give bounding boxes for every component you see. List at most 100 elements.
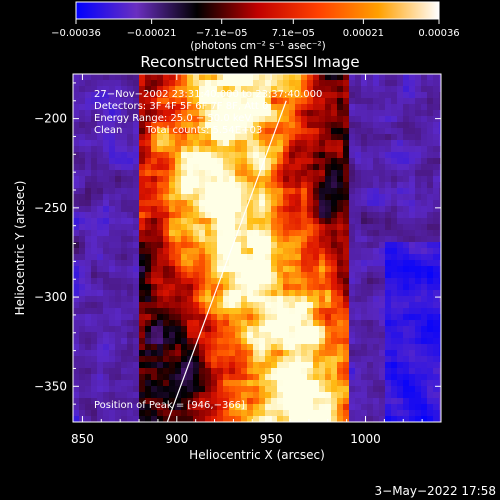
heatmap-cell (223, 242, 230, 249)
heatmap-cell (157, 260, 164, 267)
heatmap-cell (349, 332, 356, 339)
heatmap-cell (343, 164, 350, 171)
heatmap-cell (439, 374, 441, 381)
heatmap-cell (421, 242, 428, 249)
heatmap-cell (427, 170, 434, 177)
heatmap-cell (217, 230, 224, 237)
heatmap-cell (85, 326, 92, 333)
heatmap-cell (169, 98, 176, 105)
heatmap-cell (385, 248, 392, 255)
heatmap-cell (199, 188, 206, 195)
heatmap-cell (241, 410, 248, 417)
heatmap-cell (133, 218, 140, 225)
heatmap-cell (163, 152, 170, 159)
heatmap-cell (385, 326, 392, 333)
heatmap-cell (199, 410, 206, 417)
heatmap-cell (343, 116, 350, 123)
heatmap-cell (121, 236, 128, 243)
heatmap-cell (343, 374, 350, 381)
heatmap-cell (187, 128, 194, 135)
heatmap-cell (109, 122, 116, 129)
heatmap-cell (319, 158, 326, 165)
heatmap-cell (139, 272, 146, 279)
heatmap-cell (103, 122, 110, 129)
heatmap-cell (115, 368, 122, 375)
heatmap-cell (373, 332, 380, 339)
heatmap-cell (343, 128, 350, 135)
heatmap-cell (169, 116, 176, 123)
heatmap-cell (253, 302, 260, 309)
heatmap-cell (433, 308, 440, 315)
heatmap-cell (277, 284, 284, 291)
heatmap-cell (217, 344, 224, 351)
heatmap-cell (151, 146, 158, 153)
heatmap-cell (223, 146, 230, 153)
heatmap-cell (403, 206, 410, 213)
heatmap-cell (85, 110, 92, 117)
heatmap-cell (211, 230, 218, 237)
heatmap-cell (235, 230, 242, 237)
heatmap-cell (277, 326, 284, 333)
heatmap-cell (409, 350, 416, 357)
heatmap-cell (223, 116, 230, 123)
heatmap-cell (265, 206, 272, 213)
heatmap-cell (211, 74, 218, 81)
heatmap-cell (337, 158, 344, 165)
heatmap-cell (271, 218, 278, 225)
heatmap-cell (103, 326, 110, 333)
heatmap-cell (397, 212, 404, 219)
heatmap-cell (343, 182, 350, 189)
heatmap-cell (271, 404, 278, 411)
heatmap-cell (361, 380, 368, 387)
heatmap-cell (163, 194, 170, 201)
heatmap-cell (397, 296, 404, 303)
heatmap-cell (397, 302, 404, 309)
heatmap-cell (73, 164, 80, 171)
heatmap-cell (121, 398, 128, 405)
heatmap-cell (361, 398, 368, 405)
heatmap-cell (421, 320, 428, 327)
heatmap-cell (313, 410, 320, 417)
heatmap-cell (325, 116, 332, 123)
heatmap-cell (169, 296, 176, 303)
heatmap-cell (127, 398, 134, 405)
heatmap-cell (217, 314, 224, 321)
heatmap-cell (97, 230, 104, 237)
heatmap-cell (199, 92, 206, 99)
heatmap-cell (217, 128, 224, 135)
heatmap-cell (241, 260, 248, 267)
heatmap-cell (199, 206, 206, 213)
heatmap-cell (301, 92, 308, 99)
heatmap-cell (247, 152, 254, 159)
heatmap-cell (73, 200, 80, 207)
heatmap-cell (133, 92, 140, 99)
heatmap-cell (97, 416, 104, 422)
heatmap-cell (169, 350, 176, 357)
heatmap-cell (121, 164, 128, 171)
heatmap-cell (289, 224, 296, 231)
heatmap-cell (361, 104, 368, 111)
heatmap-cell (187, 380, 194, 387)
heatmap-cell (145, 314, 152, 321)
heatmap-cell (433, 356, 440, 363)
heatmap-cell (247, 140, 254, 147)
heatmap-cell (337, 146, 344, 153)
heatmap-cell (319, 242, 326, 249)
heatmap-cell (283, 218, 290, 225)
heatmap-cell (355, 86, 362, 93)
heatmap-cell (91, 140, 98, 147)
heatmap-cell (295, 272, 302, 279)
heatmap-cell (163, 110, 170, 117)
heatmap-cell (439, 356, 441, 363)
heatmap-cell (355, 158, 362, 165)
heatmap-cell (211, 188, 218, 195)
heatmap-cell (307, 164, 314, 171)
heatmap-cell (175, 170, 182, 177)
heatmap-cell (307, 152, 314, 159)
heatmap-cell (343, 206, 350, 213)
heatmap-cell (211, 338, 218, 345)
heatmap-cell (301, 134, 308, 141)
heatmap-cell (145, 188, 152, 195)
heatmap-cell (271, 152, 278, 159)
heatmap-cell (343, 80, 350, 87)
